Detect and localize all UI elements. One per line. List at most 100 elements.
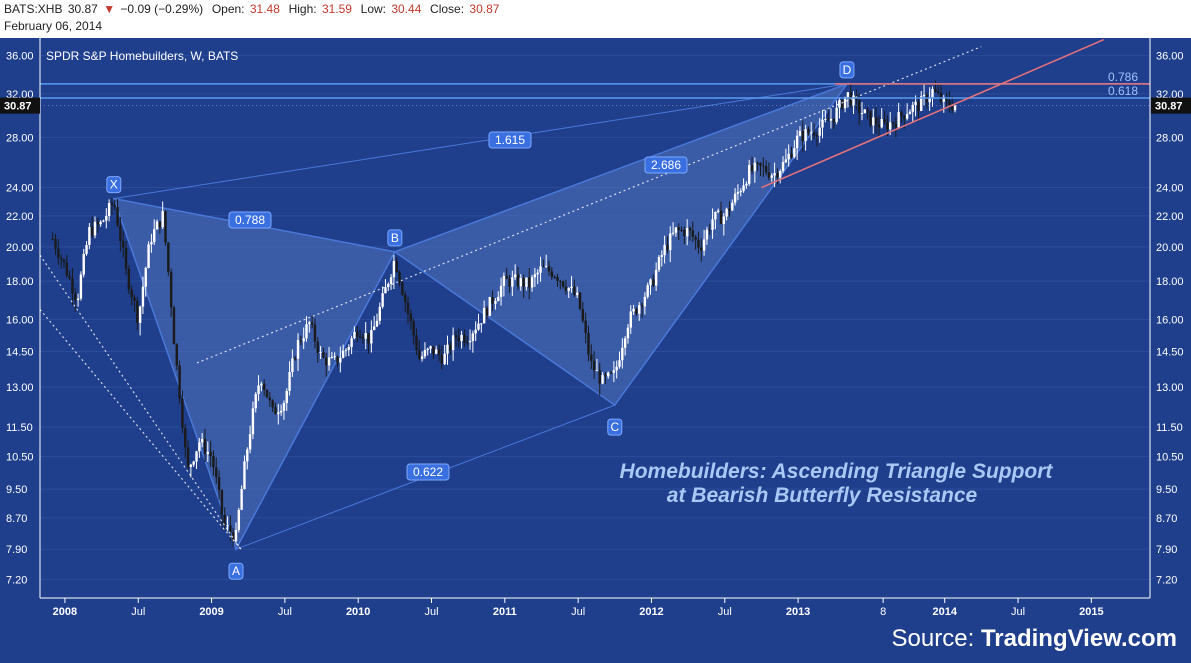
last-price-tag-left xyxy=(0,97,40,114)
symbol-header: BATS:XHB 30.87 ▼ −0.09 (−0.29%) Open: 31… xyxy=(0,0,1191,38)
candle-body xyxy=(519,277,523,287)
candle-body xyxy=(358,336,362,338)
y-tick-label-right: 36.00 xyxy=(1156,51,1184,63)
y-tick-label-left: 7.90 xyxy=(6,544,27,556)
candle-body xyxy=(375,320,379,327)
x-tick-label: 2010 xyxy=(346,606,370,618)
candle-body xyxy=(581,308,585,321)
ratio-label: 0.788 xyxy=(228,211,272,229)
candle-body xyxy=(175,344,178,366)
candle-body xyxy=(638,305,641,314)
candle-body xyxy=(770,175,773,178)
source-brand[interactable]: TradingView.com xyxy=(980,625,1177,652)
y-tick-label-right: 18.00 xyxy=(1156,276,1184,288)
point-marker-box xyxy=(607,418,623,436)
candle-body xyxy=(714,211,717,220)
pattern-point-x: X xyxy=(106,176,122,194)
candle-body xyxy=(497,297,500,302)
candle-body xyxy=(511,277,514,287)
candle-body xyxy=(731,202,734,211)
candle-body xyxy=(601,375,604,384)
candle-body xyxy=(903,115,906,119)
candle-body xyxy=(102,220,105,222)
candle-body xyxy=(220,490,224,515)
candle-body xyxy=(753,162,757,172)
y-tick-label-left: 10.50 xyxy=(6,452,34,464)
candle-body xyxy=(685,227,689,237)
candle-body xyxy=(632,308,635,312)
candle-body xyxy=(336,356,339,363)
candle-body xyxy=(793,148,796,158)
candle-body xyxy=(491,297,494,304)
candle-body xyxy=(550,271,554,277)
candle-body xyxy=(85,244,88,254)
y-tick-label-right: 22.00 xyxy=(1156,211,1184,223)
candle-body xyxy=(719,210,723,224)
candle-body xyxy=(948,100,951,107)
candle-body xyxy=(914,101,917,105)
candle-body xyxy=(288,371,291,391)
candle-body xyxy=(522,277,525,287)
candle-body xyxy=(57,248,60,258)
y-tick-label-right: 11.50 xyxy=(1156,422,1183,434)
candle-body xyxy=(327,357,331,366)
candle-body xyxy=(440,354,444,365)
candle-body xyxy=(691,230,695,237)
y-tick-label-right: 13.00 xyxy=(1156,382,1184,394)
candle-body xyxy=(629,311,632,328)
candle-body xyxy=(663,244,666,256)
candle-body xyxy=(361,337,365,339)
candle-body xyxy=(153,229,156,243)
price-change: −0.09 (−0.29%) xyxy=(120,2,204,16)
x-tick-label: Jul xyxy=(571,606,585,618)
candle-body xyxy=(172,307,176,345)
candle-body xyxy=(420,356,424,359)
candle-body xyxy=(333,356,336,358)
candle-body xyxy=(556,277,559,281)
candle-body xyxy=(353,331,356,339)
ratio-label-box xyxy=(644,156,688,174)
candle-body xyxy=(733,193,737,203)
candle-body xyxy=(192,461,195,465)
candle-body xyxy=(200,439,204,443)
candle-body xyxy=(815,135,819,137)
symbol-label[interactable]: BATS:XHB xyxy=(4,2,63,16)
candle-body xyxy=(181,398,184,428)
candle-body xyxy=(669,233,672,251)
candle-body xyxy=(466,342,469,344)
chart-title: SPDR S&P Homebuilders, W, BATS xyxy=(46,49,238,63)
candle-body xyxy=(660,255,663,257)
candle-body xyxy=(702,239,706,251)
candle-body xyxy=(654,269,658,286)
candle-body xyxy=(897,111,900,128)
candle-body xyxy=(169,271,173,308)
candle-body xyxy=(756,162,759,164)
candle-body xyxy=(677,227,680,230)
candle-body xyxy=(234,529,238,541)
candle-body xyxy=(237,509,241,530)
candle-body xyxy=(229,525,232,533)
candle-body xyxy=(116,207,119,226)
candle-body xyxy=(846,92,850,97)
candle-body xyxy=(429,346,432,349)
candle-body xyxy=(674,227,678,233)
candle-body xyxy=(277,412,280,415)
candle-body xyxy=(322,352,325,358)
candle-body xyxy=(203,439,207,454)
x-tick-label: 2008 xyxy=(53,606,77,618)
last-price-tag-right-label: 30.87 xyxy=(1155,101,1183,113)
candle-body xyxy=(934,89,937,92)
candle-body xyxy=(395,261,398,272)
x-tick-label: 2014 xyxy=(932,606,957,618)
annotation-line-1: Homebuilders: Ascending Triangle Support xyxy=(620,460,1054,483)
candle-body xyxy=(313,324,317,342)
candle-body xyxy=(945,97,948,101)
candle-body xyxy=(350,338,353,348)
point-marker-box xyxy=(228,562,244,580)
open-label: Open: xyxy=(211,2,245,16)
candle-body xyxy=(113,204,116,208)
candle-body xyxy=(167,242,170,272)
candle-body xyxy=(872,117,875,126)
candle-body xyxy=(598,370,601,384)
